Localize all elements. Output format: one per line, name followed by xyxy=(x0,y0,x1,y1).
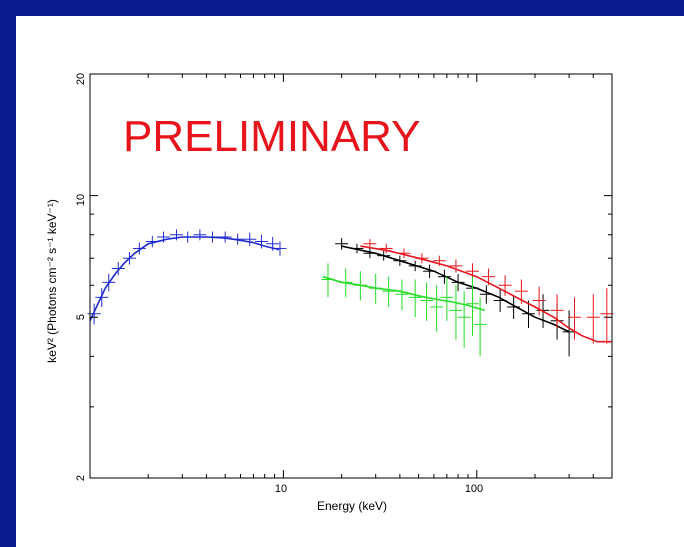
data-point-0 xyxy=(102,273,116,292)
data-point-0 xyxy=(170,229,183,241)
data-point-0 xyxy=(254,234,268,249)
data-point-1 xyxy=(493,289,507,313)
model-line-0 xyxy=(89,236,280,322)
data-point-3 xyxy=(440,276,454,321)
data-point-3 xyxy=(353,271,367,301)
data-point-1 xyxy=(423,264,437,279)
y-axis-title: keV² (Photons cm⁻² s⁻¹ keV⁻¹) xyxy=(45,199,59,363)
data-point-0 xyxy=(111,261,125,276)
data-point-1 xyxy=(507,295,521,319)
data-point-0 xyxy=(193,229,207,241)
data-point-1 xyxy=(363,248,377,259)
data-point-2 xyxy=(532,286,546,316)
data-point-3 xyxy=(339,268,353,298)
data-point-1 xyxy=(393,255,407,266)
data-point-1 xyxy=(522,300,535,329)
data-point-2 xyxy=(432,255,446,266)
data-point-3 xyxy=(420,282,434,321)
preliminary-annotation: PRELIMINARY xyxy=(123,112,421,161)
data-point-1 xyxy=(562,310,576,357)
data-point-2 xyxy=(379,243,393,254)
y-tick-label-2: 2 xyxy=(75,475,87,481)
data-point-1 xyxy=(350,243,364,254)
data-point-0 xyxy=(95,288,109,308)
series-layer xyxy=(87,229,614,357)
data-point-2 xyxy=(397,248,411,259)
plot-frame xyxy=(89,73,613,479)
data-point-1 xyxy=(451,273,465,292)
data-point-1 xyxy=(479,285,493,304)
data-point-1 xyxy=(408,260,422,272)
data-point-0 xyxy=(243,232,257,247)
data-point-0 xyxy=(123,252,136,265)
data-point-0 xyxy=(181,231,195,243)
data-point-2 xyxy=(498,275,512,296)
y-tick-label-10: 10 xyxy=(75,194,87,206)
data-point-1 xyxy=(377,250,391,261)
data-point-1 xyxy=(335,238,349,250)
x-axis-title: Energy (keV) xyxy=(317,499,387,513)
data-point-0 xyxy=(132,242,146,255)
data-point-2 xyxy=(600,288,614,344)
data-point-2 xyxy=(363,239,377,249)
data-point-0 xyxy=(218,231,232,243)
tick-layer xyxy=(89,73,613,479)
model-line-3 xyxy=(322,275,486,312)
y-tick-label-20: 20 xyxy=(75,73,87,85)
data-point-3 xyxy=(457,291,471,348)
data-point-2 xyxy=(586,294,600,344)
data-point-3 xyxy=(321,263,335,298)
data-point-2 xyxy=(514,279,528,304)
data-point-0 xyxy=(157,231,170,243)
data-point-3 xyxy=(369,273,383,304)
data-point-3 xyxy=(382,276,396,308)
data-point-3 xyxy=(473,297,487,357)
y-tick-label-5: 5 xyxy=(75,314,87,320)
data-point-2 xyxy=(550,294,564,329)
data-point-1 xyxy=(437,269,451,284)
spectrum-chart: 10 100 2 5 10 20 Energy (keV) keV² (Phot… xyxy=(45,73,614,513)
data-point-0 xyxy=(273,241,287,256)
data-point-3 xyxy=(430,285,444,332)
x-tick-label-100: 100 xyxy=(465,483,483,495)
data-point-2 xyxy=(449,259,463,273)
data-point-3 xyxy=(449,285,463,340)
data-point-3 xyxy=(466,276,479,336)
data-point-0 xyxy=(266,236,280,251)
data-point-2 xyxy=(482,268,496,286)
x-tick-label-10: 10 xyxy=(275,483,287,495)
data-point-2 xyxy=(568,297,581,340)
data-point-2 xyxy=(415,253,429,264)
data-point-3 xyxy=(408,279,422,318)
data-point-3 xyxy=(395,279,409,311)
slide-panel: 10 100 2 5 10 20 Energy (keV) keV² (Phot… xyxy=(16,16,684,547)
data-point-0 xyxy=(231,233,245,245)
data-point-0 xyxy=(145,235,159,248)
data-point-0 xyxy=(206,231,219,243)
